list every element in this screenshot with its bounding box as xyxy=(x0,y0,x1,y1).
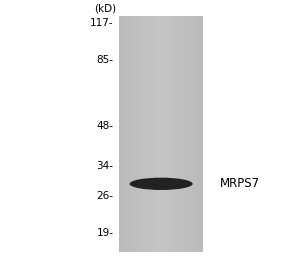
Bar xyxy=(138,16,140,252)
Bar xyxy=(186,16,188,252)
Text: MRPS7: MRPS7 xyxy=(220,177,260,190)
Bar xyxy=(170,16,171,252)
Bar xyxy=(178,16,180,252)
Bar xyxy=(199,16,201,252)
Bar xyxy=(140,16,142,252)
Bar xyxy=(144,16,146,252)
Bar xyxy=(171,16,174,252)
Bar xyxy=(163,16,165,252)
Bar xyxy=(123,16,125,252)
Bar xyxy=(184,16,186,252)
Bar xyxy=(136,16,138,252)
Bar xyxy=(197,16,199,252)
Bar xyxy=(188,16,190,252)
Bar xyxy=(125,16,127,252)
Bar xyxy=(157,16,159,252)
Bar xyxy=(127,16,130,252)
Text: 19-: 19- xyxy=(97,228,113,238)
Bar xyxy=(182,16,184,252)
Bar xyxy=(121,16,123,252)
Bar xyxy=(180,16,182,252)
Bar xyxy=(174,16,176,252)
Bar xyxy=(201,16,203,252)
Text: 48-: 48- xyxy=(97,121,113,131)
Bar xyxy=(149,16,151,252)
Bar xyxy=(119,16,121,252)
Bar xyxy=(159,16,161,252)
Bar xyxy=(130,16,132,252)
Text: 117-: 117- xyxy=(90,18,113,28)
Bar xyxy=(168,16,170,252)
Text: 85-: 85- xyxy=(97,55,113,65)
Bar xyxy=(195,16,197,252)
Text: 26-: 26- xyxy=(97,191,113,201)
Bar xyxy=(132,16,134,252)
Bar xyxy=(146,16,149,252)
Bar xyxy=(153,16,155,252)
Bar xyxy=(142,16,144,252)
Ellipse shape xyxy=(130,178,193,190)
Bar xyxy=(155,16,157,252)
Bar xyxy=(134,16,136,252)
Text: 34-: 34- xyxy=(97,161,113,171)
Bar xyxy=(176,16,178,252)
Text: (kD): (kD) xyxy=(94,3,116,13)
Bar xyxy=(190,16,193,252)
Bar xyxy=(119,16,203,252)
Bar xyxy=(151,16,153,252)
Bar xyxy=(165,16,168,252)
Bar xyxy=(193,16,195,252)
Bar xyxy=(161,16,163,252)
